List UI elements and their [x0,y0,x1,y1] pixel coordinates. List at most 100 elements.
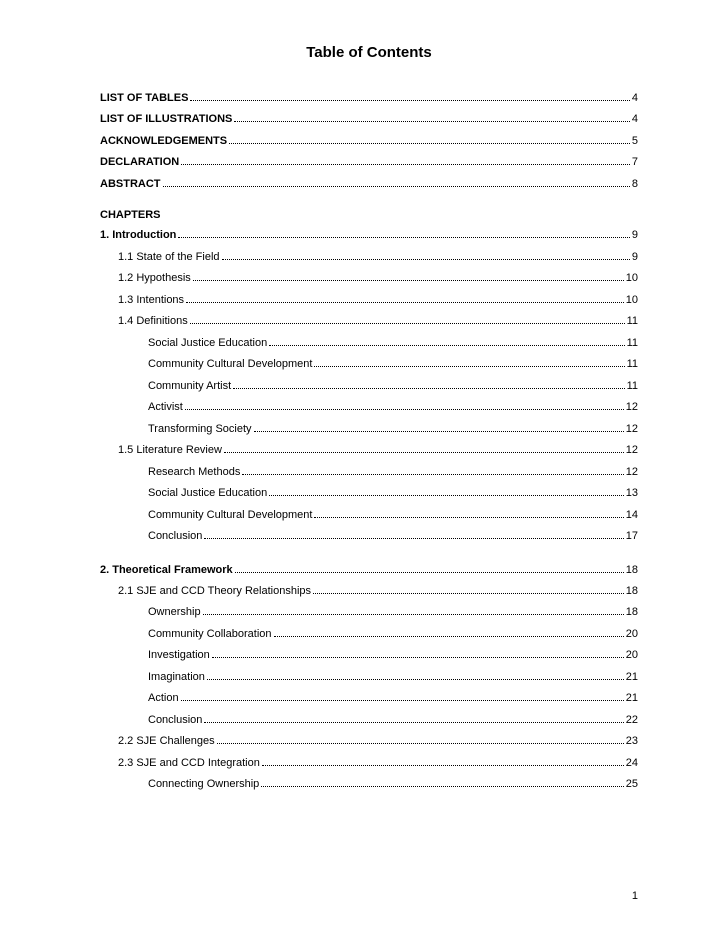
toc-label: Imagination [148,670,205,684]
toc-label: Research Methods [148,465,240,479]
toc-page-number: 25 [626,777,638,791]
toc-label: DECLARATION [100,155,179,169]
toc-entry: Community Collaboration20 [100,627,638,641]
toc-entry: ABSTRACT 8 [100,177,638,191]
toc-entry: Transforming Society 12 [100,422,638,436]
toc-entry: Research Methods 12 [100,465,638,479]
toc-page-number: 22 [626,713,638,727]
toc-entry: 1.5 Literature Review12 [100,443,638,457]
toc-entry: 2.1 SJE and CCD Theory Relationships18 [100,584,638,598]
toc-leader-dots [262,765,624,766]
toc-entry: 2.2 SJE Challenges23 [100,734,638,748]
chapters-heading: CHAPTERS [100,209,638,221]
toc-leader-dots [181,164,630,165]
toc-entry: 1.1 State of the Field 9 [100,250,638,264]
toc-entry: ACKNOWLEDGEMENTS 5 [100,134,638,148]
toc-label: ACKNOWLEDGEMENTS [100,134,227,148]
toc-label: 1.4 Definitions [118,314,188,328]
toc-page-number: 14 [626,508,638,522]
toc-page-number: 11 [627,336,638,350]
toc-entry: Social Justice Education11 [100,336,638,350]
toc-label: 2. Theoretical Framework [100,563,233,577]
toc-entry: 2.3 SJE and CCD Integration 24 [100,756,638,770]
toc-label: 1.3 Intentions [118,293,184,307]
toc-entry: Community Cultural Development11 [100,357,638,371]
toc-entry: LIST OF TABLES4 [100,91,638,105]
toc-leader-dots [217,743,624,744]
toc-leader-dots [314,366,624,367]
toc-leader-dots [269,345,624,346]
toc-leader-dots [203,614,624,615]
toc-label: Conclusion [148,713,202,727]
toc-leader-dots [204,722,623,723]
toc-page: Table of Contents LIST OF TABLES4 LIST OF… [0,0,728,792]
toc-entry: Action21 [100,691,638,705]
toc-label: Community Cultural Development [148,357,312,371]
toc-entry: Conclusion17 [100,529,638,543]
toc-label: Conclusion [148,529,202,543]
toc-page-number: 11 [627,379,638,393]
toc-entry: DECLARATION7 [100,155,638,169]
toc-label: 1.1 State of the Field [118,250,220,264]
toc-label: Community Artist [148,379,231,393]
toc-label: Transforming Society [148,422,252,436]
toc-label: Activist [148,400,183,414]
toc-page-number: 12 [626,465,638,479]
toc-entry: 1.3 Intentions 10 [100,293,638,307]
toc-label: 1. Introduction [100,228,176,242]
toc-label: Connecting Ownership [148,777,259,791]
toc-label: 2.3 SJE and CCD Integration [118,756,260,770]
toc-entry: Ownership 18 [100,605,638,619]
toc-label: 2.1 SJE and CCD Theory Relationships [118,584,311,598]
toc-leader-dots [234,121,629,122]
toc-label: ABSTRACT [100,177,161,191]
toc-page-number: 4 [632,91,638,105]
page-title: Table of Contents [100,44,638,61]
toc-label: Investigation [148,648,210,662]
toc-page-number: 18 [626,605,638,619]
toc-page-number: 12 [626,400,638,414]
toc-label: Action [148,691,179,705]
toc-entry: Community Cultural Development14 [100,508,638,522]
toc-entry: Social Justice Education13 [100,486,638,500]
toc-leader-dots [163,186,630,187]
toc-leader-dots [229,143,630,144]
toc-entry: 1.2 Hypothesis10 [100,271,638,285]
toc-entry: Investigation20 [100,648,638,662]
page-number: 1 [632,890,638,902]
toc-page-number: 8 [632,177,638,191]
toc-entry: LIST OF ILLUSTRATIONS4 [100,112,638,126]
toc-page-number: 5 [632,134,638,148]
toc-leader-dots [233,388,624,389]
toc-page-number: 9 [632,250,638,264]
toc-leader-dots [242,474,623,475]
toc-leader-dots [207,679,624,680]
toc-leader-dots [190,323,625,324]
toc-label: 1.2 Hypothesis [118,271,191,285]
toc-page-number: 11 [627,314,638,328]
toc-page-number: 24 [626,756,638,770]
toc-page-number: 20 [626,627,638,641]
toc-page-number: 12 [626,443,638,457]
toc-leader-dots [185,409,624,410]
toc-leader-dots [181,700,624,701]
toc-leader-dots [254,431,624,432]
toc-leader-dots [235,572,624,573]
toc-page-number: 4 [632,112,638,126]
toc-entry: Community Artist 11 [100,379,638,393]
chapter-spacer [100,551,638,563]
toc-entry: Imagination21 [100,670,638,684]
toc-leader-dots [186,302,624,303]
toc-leader-dots [212,657,624,658]
toc-label: Ownership [148,605,201,619]
toc-entry: 2. Theoretical Framework18 [100,563,638,577]
toc-entry: Conclusion 22 [100,713,638,727]
toc-leader-dots [224,452,624,453]
toc-leader-dots [269,495,624,496]
toc-page-number: 9 [632,228,638,242]
toc-leader-dots [204,538,623,539]
chapters-block: 1. Introduction91.1 State of the Field91… [100,228,638,791]
toc-page-number: 10 [626,293,638,307]
toc-leader-dots [274,636,624,637]
toc-page-number: 12 [626,422,638,436]
